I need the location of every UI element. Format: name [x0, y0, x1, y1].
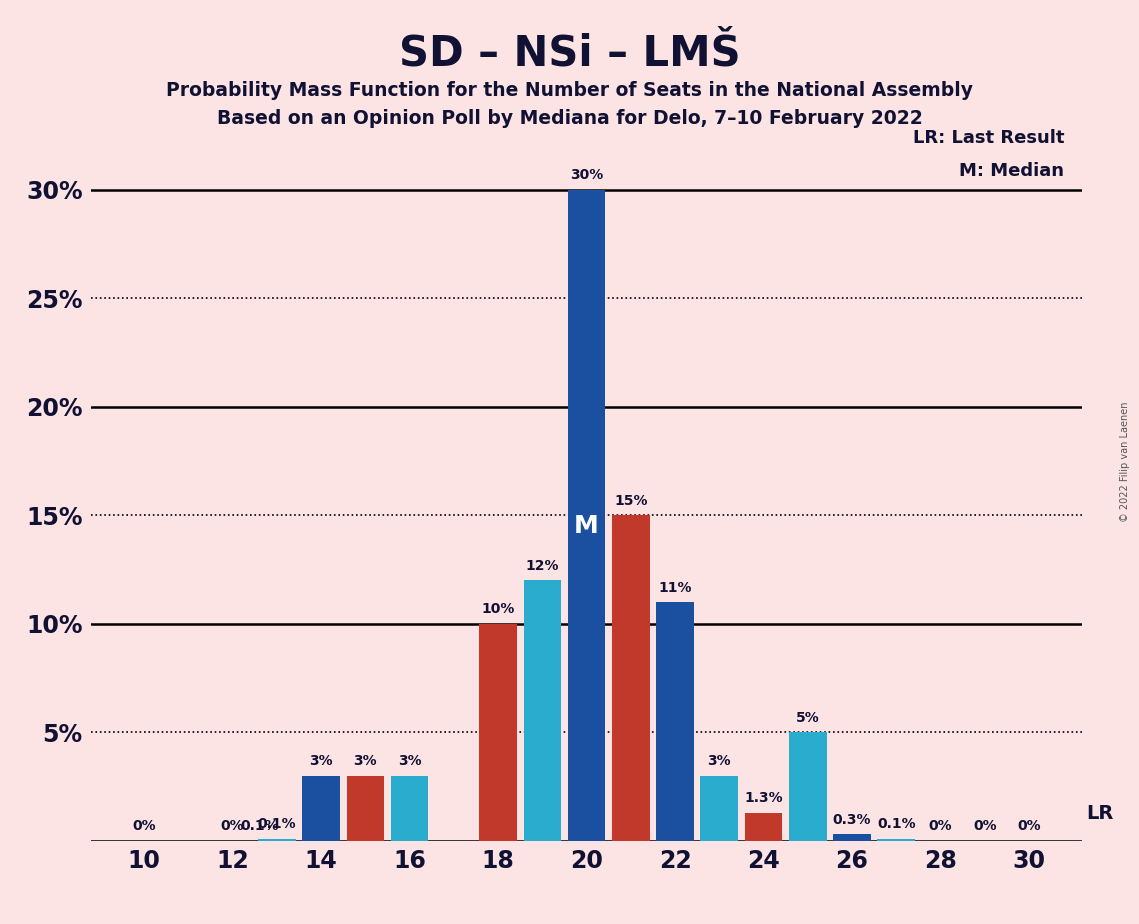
- Text: 3%: 3%: [310, 754, 333, 768]
- Text: Probability Mass Function for the Number of Seats in the National Assembly: Probability Mass Function for the Number…: [166, 81, 973, 101]
- Bar: [391, 776, 428, 841]
- Text: 0.1%: 0.1%: [240, 820, 279, 833]
- Bar: [700, 776, 738, 841]
- Text: 0%: 0%: [973, 820, 997, 833]
- Text: 10%: 10%: [482, 602, 515, 616]
- Text: 11%: 11%: [658, 580, 691, 594]
- Text: 5%: 5%: [796, 711, 820, 724]
- Bar: [656, 602, 694, 841]
- Text: 15%: 15%: [614, 493, 648, 508]
- Text: 0%: 0%: [928, 820, 952, 833]
- Text: 12%: 12%: [525, 559, 559, 573]
- Text: 0.1%: 0.1%: [877, 817, 916, 831]
- Text: SD – NSi – LMŠ: SD – NSi – LMŠ: [399, 32, 740, 74]
- Text: 3%: 3%: [398, 754, 421, 768]
- Bar: [346, 776, 384, 841]
- Text: 0%: 0%: [132, 820, 156, 833]
- Text: 0%: 0%: [1017, 820, 1041, 833]
- Bar: [302, 776, 339, 841]
- Text: LR: LR: [1087, 805, 1114, 823]
- Bar: [259, 839, 296, 841]
- Bar: [524, 580, 562, 841]
- Text: LR: Last Result: LR: Last Result: [912, 129, 1064, 147]
- Bar: [789, 733, 827, 841]
- Text: 0%: 0%: [221, 820, 245, 833]
- Bar: [745, 812, 782, 841]
- Bar: [567, 189, 606, 841]
- Text: 0.3%: 0.3%: [833, 813, 871, 827]
- Bar: [612, 516, 649, 841]
- Bar: [480, 624, 517, 841]
- Text: M: Median: M: Median: [959, 162, 1064, 179]
- Text: M: M: [574, 514, 599, 538]
- Text: Based on an Opinion Poll by Mediana for Delo, 7–10 February 2022: Based on an Opinion Poll by Mediana for …: [216, 109, 923, 128]
- Text: 3%: 3%: [353, 754, 377, 768]
- Text: © 2022 Filip van Laenen: © 2022 Filip van Laenen: [1121, 402, 1130, 522]
- Bar: [834, 834, 871, 841]
- Text: 3%: 3%: [707, 754, 731, 768]
- Text: 1.3%: 1.3%: [744, 791, 782, 805]
- Text: 0.1%: 0.1%: [257, 817, 296, 831]
- Text: 30%: 30%: [570, 168, 604, 182]
- Bar: [877, 839, 915, 841]
